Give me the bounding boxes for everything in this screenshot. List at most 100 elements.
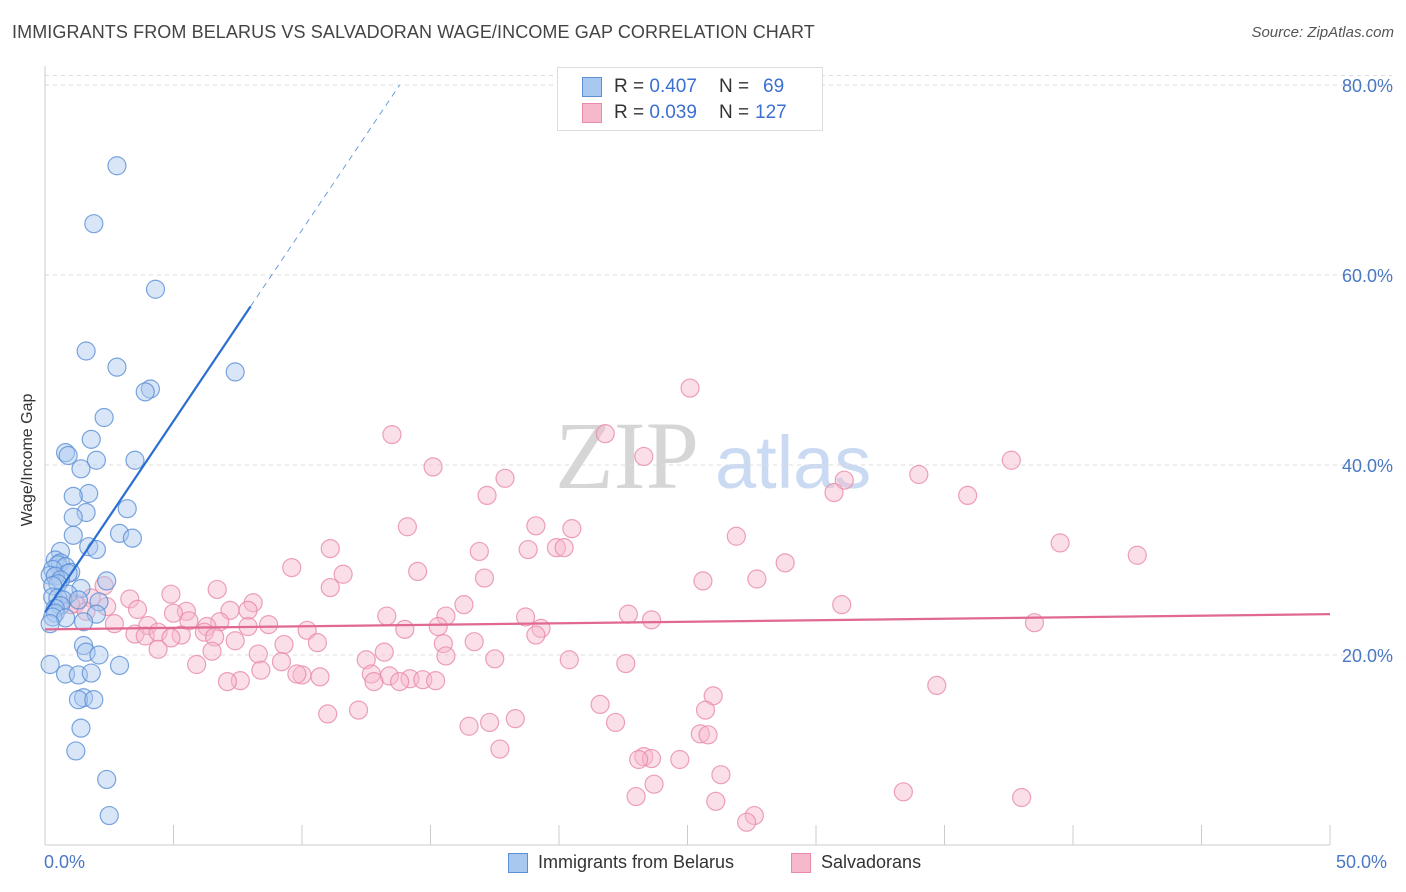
salvadorans-point — [616, 653, 636, 674]
belarus-point — [99, 805, 119, 826]
belarus-point — [109, 523, 130, 544]
watermark-zip: ZIP — [555, 402, 699, 509]
watermark-atlas: atlas — [715, 421, 871, 504]
belarus-point — [68, 590, 89, 610]
salvadorans-point — [698, 725, 718, 745]
salvadorans-point — [248, 644, 268, 664]
belarus-point — [122, 528, 142, 548]
salvadorans-point — [207, 579, 227, 600]
salvadorans-point — [320, 538, 340, 559]
correlation-legend: R = 0.407 N = 69 R = 0.039 N = 127 — [557, 67, 823, 131]
salvadorans-point — [469, 541, 489, 562]
legend-label-belarus: Immigrants from Belarus — [538, 852, 735, 872]
axes — [44, 66, 1331, 846]
salvadorans-point — [590, 694, 610, 715]
belarus-trend-line — [44, 305, 252, 613]
legend-r-value-belarus: 0.407 — [649, 76, 697, 97]
salvadorans-point — [480, 712, 500, 733]
salvadorans-point — [559, 650, 579, 670]
salvadorans-point — [454, 595, 474, 615]
salvadorans-point — [148, 639, 168, 659]
salvadorans-point — [127, 599, 148, 620]
salvadorans-point — [364, 671, 384, 692]
salvadorans-point — [258, 614, 279, 635]
belarus-point — [66, 741, 86, 761]
salvadorans-point — [644, 774, 664, 794]
salvadorans-point — [711, 765, 731, 785]
salvadorans-point — [526, 625, 546, 645]
belarus-point — [81, 663, 101, 683]
salvadorans-point — [670, 749, 690, 770]
salvadorans-point — [238, 600, 258, 620]
legend-label-salvadorans: Salvadorans — [821, 852, 922, 872]
salvadorans-point — [505, 709, 525, 729]
salvadorans-point — [307, 633, 328, 653]
legend-swatch-belarus — [508, 852, 528, 873]
belarus-point — [84, 214, 104, 234]
salvadorans-point — [927, 675, 947, 696]
source-label: Source: ZipAtlas.com — [1251, 24, 1394, 41]
belarus-point — [63, 486, 83, 506]
salvadorans-point — [217, 671, 238, 692]
belarus-point — [225, 362, 245, 382]
legend-swatch-salvadorans — [791, 852, 811, 873]
salvadorans-point — [909, 464, 929, 485]
salvadorans-point — [428, 616, 448, 637]
y-tick-label: 40.0% — [1342, 456, 1393, 476]
salvadorans-point — [333, 564, 353, 584]
belarus-point — [40, 654, 60, 675]
salvadorans-point — [395, 619, 415, 639]
salvadorans-point — [554, 538, 574, 558]
salvadorans-point — [747, 569, 767, 589]
belarus-point — [63, 525, 83, 545]
salvadorans-point — [436, 646, 456, 666]
salvadorans-point — [629, 749, 649, 770]
belarus-point — [94, 407, 114, 428]
salvadorans-point — [495, 468, 515, 488]
belarus-point — [58, 584, 78, 604]
salvadorans-point — [408, 561, 428, 582]
belarus-point — [117, 499, 137, 519]
salvadorans-point — [356, 650, 376, 670]
grid-lines — [45, 75, 1392, 656]
salvadorans-point — [737, 812, 757, 832]
belarus-point — [145, 279, 166, 299]
y-tick-labels: 20.0% 40.0% 60.0% 80.0% — [1342, 76, 1393, 666]
belarus-trend-extension — [250, 84, 401, 307]
salvadorans-point — [775, 553, 795, 573]
belarus-point — [76, 502, 96, 523]
belarus-point — [89, 592, 109, 612]
salvadorans-point — [1127, 545, 1147, 565]
salvadorans-point — [626, 786, 646, 807]
salvadorans-point — [641, 610, 662, 630]
salvadorans-point — [824, 482, 844, 503]
y-tick-label: 60.0% — [1342, 266, 1393, 286]
series-legend: Immigrants from Belarus Salvadorans — [0, 852, 1406, 876]
salvadorans-point — [1011, 787, 1032, 808]
legend-swatch-salvadorans — [582, 103, 602, 123]
belarus-point — [68, 690, 89, 710]
chart-title: IMMIGRANTS FROM BELARUS VS SALVADORAN WA… — [12, 22, 815, 42]
salvadorans-point — [680, 378, 700, 398]
salvadorans-point — [390, 671, 410, 692]
salvadorans-point — [618, 604, 638, 624]
salvadorans-point — [1024, 613, 1045, 633]
salvadorans-point — [318, 704, 338, 724]
salvadorans-point — [397, 517, 417, 537]
salvadorans-point — [1001, 450, 1021, 470]
legend-r-label: R = — [614, 76, 645, 97]
belarus-point — [97, 571, 117, 591]
salvadorans-point — [464, 632, 484, 652]
salvadorans-point — [546, 538, 567, 558]
salvadorans-point — [832, 595, 852, 615]
watermark: ZIP atlas — [555, 402, 871, 509]
belarus-point — [76, 341, 96, 361]
salvadorans-point — [834, 470, 854, 490]
belarus-point — [73, 612, 94, 632]
legend-n-value-belarus: 69 — [763, 76, 785, 97]
belarus-point — [125, 450, 145, 470]
legend-swatch-belarus — [582, 77, 602, 97]
legend-row-belarus: R = 0.407 N = 69 — [582, 75, 784, 99]
belarus-point — [135, 382, 155, 402]
belarus-point — [97, 769, 117, 790]
